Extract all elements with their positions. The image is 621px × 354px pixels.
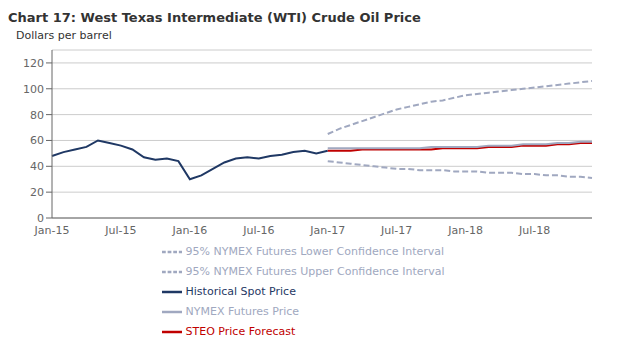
html-text:95% NYMEX Futures Lower Confid: 95% NYMEX Futures Lower Confidence Inter… [185, 245, 445, 258]
html-text:Historical Spot Price: Historical Spot Price [185, 285, 296, 298]
svg-text:20: 20 [30, 186, 44, 199]
svg-text:Jul-16: Jul-16 [242, 224, 274, 237]
svg-text:100: 100 [23, 83, 44, 96]
svg-text:40: 40 [30, 160, 44, 173]
html-text:95% NYMEX Futures Upper Confid: 95% NYMEX Futures Upper Confidence Inter… [185, 265, 445, 278]
svg-text:60: 60 [30, 134, 44, 147]
html-text:STEO Price Forecast: STEO Price Forecast [185, 325, 296, 338]
svg-text:0: 0 [37, 212, 44, 225]
svg-text:120: 120 [23, 57, 44, 70]
svg-text:Jul-15: Jul-15 [104, 224, 136, 237]
svg-text:Jan-17: Jan-17 [309, 224, 345, 237]
svg-text:Jul-18: Jul-18 [518, 224, 550, 237]
svg-text:Jan-18: Jan-18 [447, 224, 483, 237]
svg-text:Jul-17: Jul-17 [380, 224, 412, 237]
svg-text:Jan-16: Jan-16 [171, 224, 207, 237]
html-text:Chart 17: West Texas Intermedi: Chart 17: West Texas Intermediate (WTI) … [8, 10, 421, 25]
html-text:Dollars per barrel: Dollars per barrel [16, 29, 112, 42]
svg-text:80: 80 [30, 109, 44, 122]
html-text:NYMEX Futures Price: NYMEX Futures Price [185, 305, 300, 318]
svg-text:Jan-15: Jan-15 [34, 224, 70, 237]
